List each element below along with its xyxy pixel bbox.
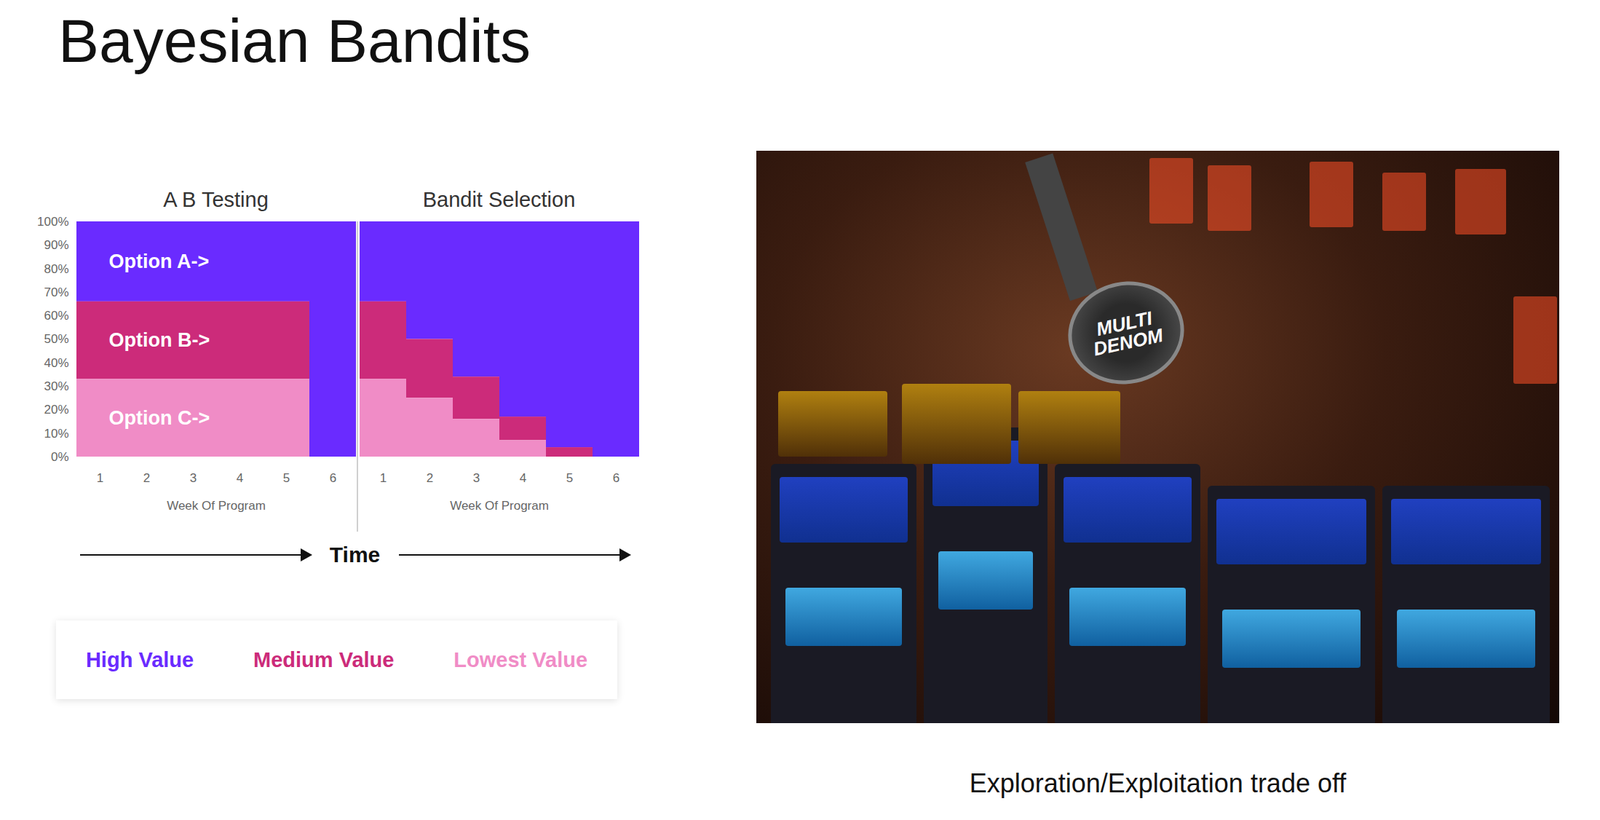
svg-text:6: 6 [329,470,337,485]
html-text:Exploration/Exploitation trade: Exploration/Exploitation trade off [969,767,1347,798]
svg-text:Option A->: Option A-> [109,250,210,273]
svg-text:50%: 50% [43,331,69,346]
html-text:A B Testing: A B Testing [163,187,269,212]
html-text:Time: Time [329,542,381,567]
svg-text:Option B->: Option B-> [109,329,211,351]
html-text:Medium Value: Medium Value [253,647,395,671]
svg-text:5: 5 [283,470,290,485]
svg-text:3: 3 [189,470,197,485]
html-text:MULTI DENOM: MULTI DENOM [1091,306,1165,360]
svg-text:10%: 10% [43,426,69,441]
svg-text:Week Of Program: Week Of Program [449,498,549,513]
svg-text:6: 6 [612,470,620,485]
svg-text:2: 2 [426,470,434,485]
html-text:Bandit Selection: Bandit Selection [422,187,576,212]
svg-text:40%: 40% [43,355,69,370]
svg-text:1: 1 [379,470,387,485]
svg-text:20%: 20% [43,402,69,417]
svg-text:80%: 80% [43,262,69,276]
svg-text:30%: 30% [43,379,69,394]
html-text:High Value: High Value [85,647,194,671]
svg-text:3: 3 [473,470,480,485]
svg-text:4: 4 [236,470,244,485]
svg-text:2: 2 [143,470,150,485]
svg-text:90%: 90% [43,238,69,252]
svg-text:1: 1 [96,470,104,485]
svg-text:70%: 70% [43,285,69,300]
svg-text:5: 5 [566,470,573,485]
svg-text:0%: 0% [50,449,70,464]
svg-text:Week Of Program: Week Of Program [166,498,266,513]
svg-text:60%: 60% [43,308,69,323]
html-text:Bayesian Bandits: Bayesian Bandits [58,6,531,75]
svg-text:4: 4 [519,470,527,485]
html-text:Lowest Value: Lowest Value [453,647,588,671]
svg-text:100%: 100% [37,214,69,229]
svg-text:Option C->: Option C-> [109,406,211,429]
